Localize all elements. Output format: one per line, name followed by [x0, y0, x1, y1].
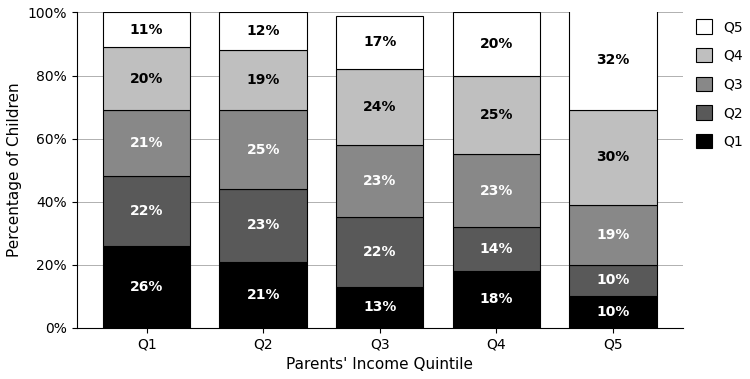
Text: 23%: 23% [363, 174, 397, 188]
Text: 30%: 30% [596, 150, 629, 164]
Bar [569, 205, 656, 265]
Bar [220, 189, 307, 262]
Text: 13%: 13% [363, 300, 397, 314]
Bar [336, 218, 424, 287]
Text: 26%: 26% [130, 280, 164, 294]
Text: 32%: 32% [596, 53, 629, 67]
Text: 19%: 19% [596, 228, 629, 242]
Bar [569, 9, 656, 110]
Bar [452, 271, 540, 328]
Bar [452, 154, 540, 227]
Bar [103, 246, 190, 328]
Text: 21%: 21% [130, 136, 164, 150]
Bar [220, 13, 307, 50]
Bar [220, 110, 307, 189]
Bar [336, 69, 424, 145]
Bar [103, 47, 190, 110]
Text: 21%: 21% [247, 288, 280, 302]
Bar [103, 176, 190, 246]
Text: 11%: 11% [130, 23, 164, 37]
Text: 20%: 20% [130, 72, 164, 86]
Text: 17%: 17% [363, 35, 397, 49]
Bar [569, 296, 656, 328]
Legend: Q5, Q4, Q3, Q2, Q1: Q5, Q4, Q3, Q2, Q1 [696, 19, 743, 149]
Text: 23%: 23% [479, 183, 513, 197]
Text: 23%: 23% [247, 218, 280, 232]
Text: 19%: 19% [247, 73, 280, 87]
Bar [220, 50, 307, 110]
Bar [336, 16, 424, 69]
Text: 22%: 22% [130, 204, 164, 218]
Bar [452, 75, 540, 154]
Text: 24%: 24% [363, 100, 397, 114]
Bar [103, 13, 190, 47]
Bar [220, 262, 307, 328]
Text: 25%: 25% [247, 143, 280, 157]
Bar [103, 110, 190, 176]
Text: 20%: 20% [479, 37, 513, 51]
Text: 10%: 10% [596, 274, 629, 288]
Text: 22%: 22% [363, 245, 397, 259]
Text: 18%: 18% [479, 292, 513, 306]
Text: 12%: 12% [247, 24, 280, 38]
X-axis label: Parents' Income Quintile: Parents' Income Quintile [286, 357, 473, 372]
Bar [569, 110, 656, 205]
Text: 10%: 10% [596, 305, 629, 319]
Bar [569, 265, 656, 296]
Bar [336, 145, 424, 218]
Y-axis label: Percentage of Children: Percentage of Children [7, 83, 22, 257]
Bar [452, 227, 540, 271]
Text: 14%: 14% [479, 242, 513, 256]
Text: 25%: 25% [479, 108, 513, 122]
Bar [336, 287, 424, 328]
Bar [452, 13, 540, 75]
